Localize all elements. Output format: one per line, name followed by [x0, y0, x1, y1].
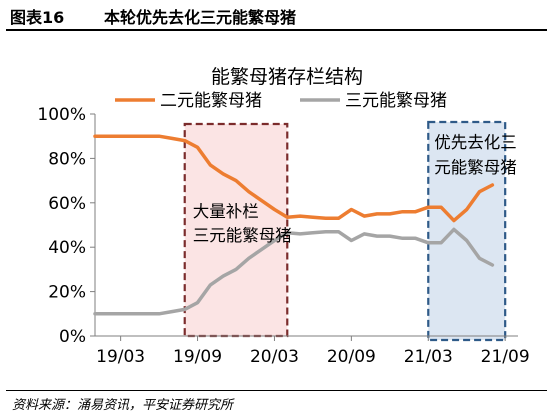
legend-label-2: 三元能繁母猪: [345, 91, 447, 111]
footer-rule: [6, 390, 547, 391]
y-tick-label: 80%: [48, 149, 86, 169]
x-tick-label: 19/03: [96, 347, 145, 367]
annotation-text-1: 大量补栏: [193, 202, 259, 221]
legend-label-1: 二元能繁母猪: [160, 91, 262, 111]
y-tick-label: 100%: [37, 105, 86, 125]
series-line-1: [93, 134, 495, 223]
figure-label: 图表16: [10, 8, 65, 27]
source-note: 资料来源：涌易资讯，平安证券研究所: [12, 398, 234, 413]
annotation-layer: [183, 120, 507, 342]
figure-header: 图表16 本轮优先去化三元能繁母猪: [0, 0, 553, 30]
y-tick-label: 20%: [48, 283, 86, 303]
chart-title: 能繁母猪存栏结构: [211, 66, 363, 88]
y-tick-label: 0%: [59, 327, 86, 347]
annotation-text-2: 优先去化三: [434, 133, 516, 152]
x-tick-label: 21/09: [481, 347, 530, 367]
x-tick-label: 20/03: [250, 347, 299, 367]
series-layer: [93, 134, 495, 316]
y-tick-label: 40%: [48, 238, 86, 258]
figure-title: 本轮优先去化三元能繁母猪: [104, 8, 297, 27]
series-line-2: [93, 227, 495, 316]
annotation-box-1: [183, 122, 289, 338]
y-tick-label: 60%: [48, 194, 86, 214]
axes-layer: 0% 20% 40% 60% 80% 100% 19/03 19/09 20/03 20/09 21…: [37, 105, 529, 367]
x-tick-label: 21/03: [404, 347, 453, 367]
annotation-text-1: 三元能繁母猪: [193, 226, 292, 245]
annotation-box-2: [427, 120, 507, 342]
x-tick-label: 20/09: [327, 347, 376, 367]
annotation-text-2: 元能繁母猪: [434, 158, 516, 177]
x-tick-label: 19/09: [173, 347, 222, 367]
header-rule: [6, 29, 547, 31]
legend: 二元能繁母猪 三元能繁母猪: [115, 91, 447, 111]
